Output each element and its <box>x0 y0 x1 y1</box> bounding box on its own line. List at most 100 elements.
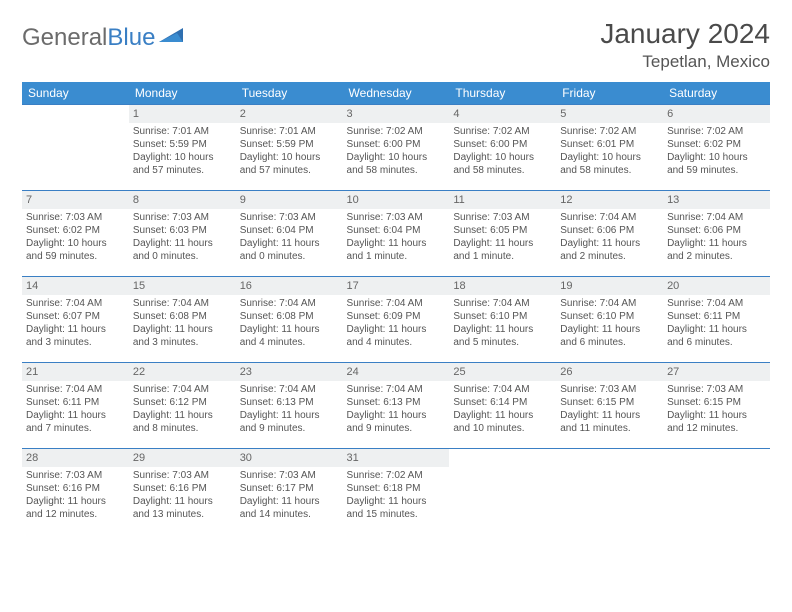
calendar-cell: 12Sunrise: 7:04 AMSunset: 6:06 PMDayligh… <box>556 191 663 277</box>
cell-text: and 5 minutes. <box>453 336 552 349</box>
cell-text: Sunset: 6:16 PM <box>133 482 232 495</box>
day-number: 1 <box>129 105 236 123</box>
dayhead-sat: Saturday <box>663 82 770 105</box>
cell-text: Sunrise: 7:04 AM <box>240 297 339 310</box>
cell-text: and 57 minutes. <box>133 164 232 177</box>
calendar-cell: 13Sunrise: 7:04 AMSunset: 6:06 PMDayligh… <box>663 191 770 277</box>
cell-text: Sunset: 6:15 PM <box>667 396 766 409</box>
cell-text: Sunrise: 7:04 AM <box>133 297 232 310</box>
cell-text: Sunrise: 7:04 AM <box>667 211 766 224</box>
cell-text: Sunrise: 7:04 AM <box>560 211 659 224</box>
cell-text: and 4 minutes. <box>347 336 446 349</box>
dayhead-fri: Friday <box>556 82 663 105</box>
dayhead-thu: Thursday <box>449 82 556 105</box>
cell-text: Daylight: 10 hours <box>347 151 446 164</box>
header: GeneralBlue January 2024 Tepetlan, Mexic… <box>22 18 770 72</box>
cell-text: Sunset: 6:00 PM <box>347 138 446 151</box>
cell-text: and 10 minutes. <box>453 422 552 435</box>
cell-text: Daylight: 11 hours <box>240 237 339 250</box>
cell-text: and 59 minutes. <box>667 164 766 177</box>
calendar-week-row: 1Sunrise: 7:01 AMSunset: 5:59 PMDaylight… <box>22 105 770 191</box>
calendar-cell: 21Sunrise: 7:04 AMSunset: 6:11 PMDayligh… <box>22 363 129 449</box>
dayhead-tue: Tuesday <box>236 82 343 105</box>
calendar-week-row: 28Sunrise: 7:03 AMSunset: 6:16 PMDayligh… <box>22 449 770 535</box>
calendar-cell: 18Sunrise: 7:04 AMSunset: 6:10 PMDayligh… <box>449 277 556 363</box>
calendar-cell: 24Sunrise: 7:04 AMSunset: 6:13 PMDayligh… <box>343 363 450 449</box>
cell-text: and 1 minute. <box>453 250 552 263</box>
cell-text: Daylight: 11 hours <box>133 237 232 250</box>
cell-text: Sunset: 6:18 PM <box>347 482 446 495</box>
cell-text: and 58 minutes. <box>560 164 659 177</box>
calendar-cell: 27Sunrise: 7:03 AMSunset: 6:15 PMDayligh… <box>663 363 770 449</box>
calendar-cell: 25Sunrise: 7:04 AMSunset: 6:14 PMDayligh… <box>449 363 556 449</box>
calendar-cell: 15Sunrise: 7:04 AMSunset: 6:08 PMDayligh… <box>129 277 236 363</box>
cell-text: and 57 minutes. <box>240 164 339 177</box>
cell-text: Sunset: 6:02 PM <box>26 224 125 237</box>
cell-text: Daylight: 11 hours <box>667 323 766 336</box>
cell-text: and 9 minutes. <box>347 422 446 435</box>
day-number: 13 <box>663 191 770 209</box>
cell-text: Sunrise: 7:02 AM <box>667 125 766 138</box>
cell-text: Sunrise: 7:04 AM <box>347 383 446 396</box>
cell-text: Sunset: 6:11 PM <box>26 396 125 409</box>
cell-text: Sunrise: 7:03 AM <box>133 211 232 224</box>
day-number: 27 <box>663 363 770 381</box>
cell-text: Sunset: 5:59 PM <box>240 138 339 151</box>
cell-text: Daylight: 11 hours <box>347 409 446 422</box>
calendar-cell: 5Sunrise: 7:02 AMSunset: 6:01 PMDaylight… <box>556 105 663 191</box>
calendar-cell: 2Sunrise: 7:01 AMSunset: 5:59 PMDaylight… <box>236 105 343 191</box>
day-number: 12 <box>556 191 663 209</box>
cell-text: Sunrise: 7:01 AM <box>133 125 232 138</box>
calendar-cell: 30Sunrise: 7:03 AMSunset: 6:17 PMDayligh… <box>236 449 343 535</box>
cell-text: Sunset: 6:15 PM <box>560 396 659 409</box>
cell-text: Sunrise: 7:03 AM <box>133 469 232 482</box>
day-number: 30 <box>236 449 343 467</box>
cell-text: Sunset: 6:08 PM <box>240 310 339 323</box>
cell-text: Sunset: 6:13 PM <box>347 396 446 409</box>
cell-text: Daylight: 11 hours <box>347 237 446 250</box>
calendar-cell: 4Sunrise: 7:02 AMSunset: 6:00 PMDaylight… <box>449 105 556 191</box>
calendar-cell: 20Sunrise: 7:04 AMSunset: 6:11 PMDayligh… <box>663 277 770 363</box>
cell-text: Sunset: 6:00 PM <box>453 138 552 151</box>
calendar-cell: 23Sunrise: 7:04 AMSunset: 6:13 PMDayligh… <box>236 363 343 449</box>
day-number: 19 <box>556 277 663 295</box>
cell-text: Sunset: 6:06 PM <box>560 224 659 237</box>
cell-text: Sunrise: 7:03 AM <box>240 211 339 224</box>
calendar-cell: 3 Sunrise: 7:02 AMSunset: 6:00 PMDaylight… <box>343 105 450 191</box>
dayhead-sun: Sunday <box>22 82 129 105</box>
calendar-cell: 31Sunrise: 7:02 AMSunset: 6:18 PMDayligh… <box>343 449 450 535</box>
cell-text: Daylight: 11 hours <box>453 409 552 422</box>
calendar-cell: 19Sunrise: 7:04 AMSunset: 6:10 PMDayligh… <box>556 277 663 363</box>
cell-text: Daylight: 10 hours <box>240 151 339 164</box>
day-number: 23 <box>236 363 343 381</box>
cell-text: Daylight: 10 hours <box>453 151 552 164</box>
cell-text: Sunset: 6:05 PM <box>453 224 552 237</box>
cell-text: Daylight: 10 hours <box>26 237 125 250</box>
day-number: 10 <box>343 191 450 209</box>
day-number: 31 <box>343 449 450 467</box>
cell-text: and 0 minutes. <box>133 250 232 263</box>
cell-text: Daylight: 11 hours <box>26 323 125 336</box>
cell-text: Daylight: 11 hours <box>560 323 659 336</box>
day-number: 29 <box>129 449 236 467</box>
day-number: 3 <box>343 105 450 123</box>
calendar-cell: 14Sunrise: 7:04 AMSunset: 6:07 PMDayligh… <box>22 277 129 363</box>
calendar-cell <box>663 449 770 535</box>
calendar-cell: 29Sunrise: 7:03 AMSunset: 6:16 PMDayligh… <box>129 449 236 535</box>
day-number: 28 <box>22 449 129 467</box>
calendar-cell <box>449 449 556 535</box>
calendar-cell: 11Sunrise: 7:03 AMSunset: 6:05 PMDayligh… <box>449 191 556 277</box>
cell-text: and 0 minutes. <box>240 250 339 263</box>
cell-text: and 8 minutes. <box>133 422 232 435</box>
cell-text: Sunrise: 7:03 AM <box>26 469 125 482</box>
calendar-cell <box>556 449 663 535</box>
cell-text: Daylight: 11 hours <box>667 409 766 422</box>
cell-text: Daylight: 11 hours <box>347 323 446 336</box>
cell-text: Daylight: 11 hours <box>560 409 659 422</box>
cell-text: Sunset: 6:11 PM <box>667 310 766 323</box>
calendar-cell: 17Sunrise: 7:04 AMSunset: 6:09 PMDayligh… <box>343 277 450 363</box>
cell-text: Sunset: 6:04 PM <box>240 224 339 237</box>
cell-text: Sunset: 6:04 PM <box>347 224 446 237</box>
cell-text: Sunrise: 7:02 AM <box>347 125 446 138</box>
logo-text-2: Blue <box>107 24 155 52</box>
